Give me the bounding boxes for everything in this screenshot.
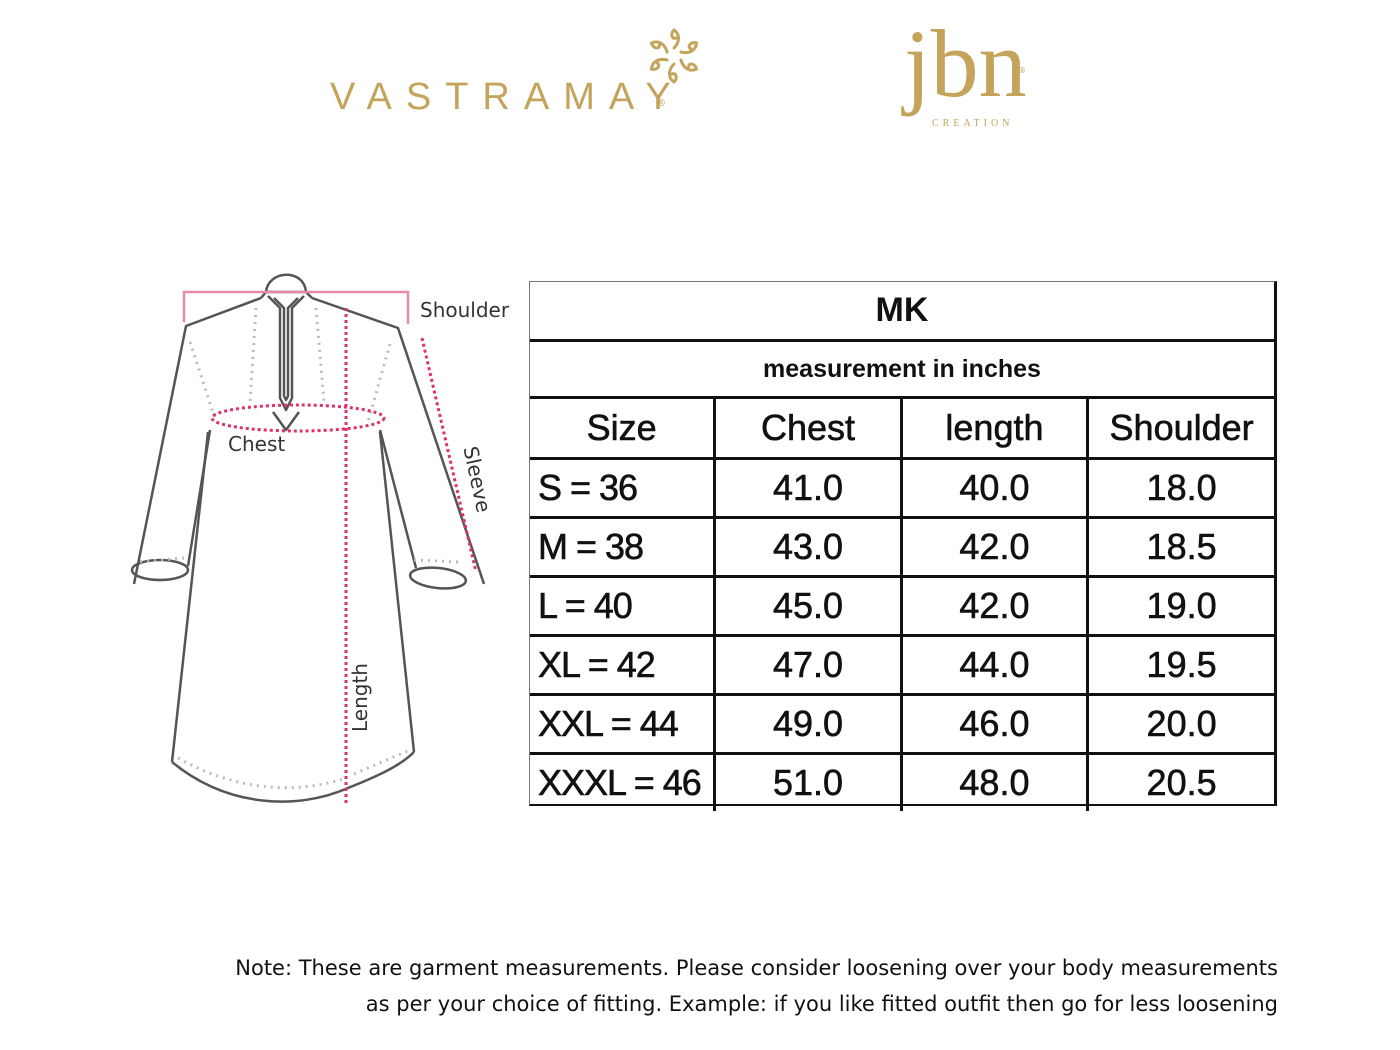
size-cell: S = 36 [530,457,717,519]
size-chart-table: MK measurement in inches Size Chest leng… [530,282,1274,811]
size-cell: L = 40 [530,575,717,637]
length-cell: 42.0 [899,516,1090,578]
length-cell: 44.0 [899,634,1090,696]
length-label: Length [348,663,372,732]
table-row: XXXL = 46 51.0 48.0 20.5 [530,752,1274,811]
chest-cell: 45.0 [713,575,903,637]
shoulder-cell: 19.0 [1086,575,1274,637]
table-row: XXL = 44 49.0 46.0 20.0 [530,693,1274,755]
table-row: M = 38 43.0 42.0 18.5 [530,516,1274,578]
chest-cell: 47.0 [713,634,903,696]
shoulder-cell: 18.5 [1086,516,1274,578]
table-row: L = 40 45.0 42.0 19.0 [530,575,1274,637]
jbn-subtitle: CREATION [932,118,1014,129]
kurta-measurement-diagram: Shoulder Chest Sleeve Length [128,262,528,822]
note-line-1: Note: These are garment measurements. Pl… [235,956,1278,980]
jbn-wordmark: jbn [904,10,1027,117]
table-title: MK [530,282,1274,342]
floral-emblem-icon [649,28,699,84]
size-cell: XL = 42 [530,634,717,696]
column-header-length: length [899,396,1090,460]
shoulder-label: Shoulder [420,298,510,322]
chest-cell: 41.0 [713,457,903,519]
table-title-row: MK [530,282,1274,342]
chest-cell: 49.0 [713,693,903,755]
registered-mark: ® [1018,66,1026,75]
length-cell: 42.0 [899,575,1090,637]
measurement-note: Note: These are garment measurements. Pl… [78,950,1278,1022]
table-header-row: Size Chest length Shoulder [530,396,1274,460]
table-row: S = 36 41.0 40.0 18.0 [530,457,1274,519]
size-chart: MK measurement in inches Size Chest leng… [529,281,1277,811]
length-cell: 48.0 [899,752,1090,811]
column-header-size: Size [530,396,717,460]
registered-mark: ® [656,98,666,109]
vastramay-logo: VASTRAMAY ® [330,28,710,118]
column-header-shoulder: Shoulder [1086,396,1274,460]
chest-cell: 51.0 [713,752,903,811]
size-cell: XXL = 44 [530,693,717,755]
column-header-chest: Chest [713,396,903,460]
table-row: XL = 42 47.0 44.0 19.5 [530,634,1274,696]
shoulder-cell: 20.0 [1086,693,1274,755]
shoulder-cell: 19.5 [1086,634,1274,696]
kurta-outline-icon [130,273,486,806]
size-cell: M = 38 [530,516,717,578]
shoulder-cell: 20.5 [1086,752,1274,811]
table-subtitle: measurement in inches [530,339,1274,399]
table-subtitle-row: measurement in inches [530,339,1274,399]
size-cell: XXXL = 46 [530,752,717,811]
length-cell: 46.0 [899,693,1090,755]
length-cell: 40.0 [899,457,1090,519]
jbn-creation-logo: jbn ® CREATION [900,16,1040,152]
chest-cell: 43.0 [713,516,903,578]
note-line-2: as per your choice of fitting. Example: … [365,992,1278,1016]
chest-label: Chest [228,432,286,456]
vastramay-wordmark: VASTRAMAY [330,76,685,118]
shoulder-cell: 18.0 [1086,457,1274,519]
